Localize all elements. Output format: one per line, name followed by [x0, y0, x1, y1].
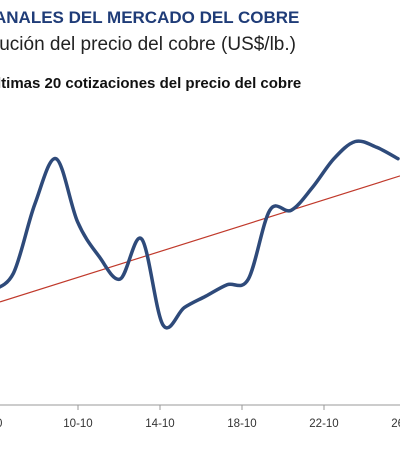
data-point-20-10: [204, 294, 208, 298]
price-series-line: [0, 139, 400, 330]
data-point-13-10: [97, 254, 101, 258]
data-point-7-10: [11, 271, 15, 275]
data-point-17-10: [182, 306, 186, 310]
header-subtitle: lución del precio del cobre (US$/lb.): [0, 34, 296, 55]
data-point-10-10: [75, 220, 79, 224]
data-point-15-10: [140, 237, 144, 241]
data-point-16-10: [161, 323, 165, 327]
chart-title: ltimas 20 cotizaciones del precio del co…: [0, 75, 302, 92]
data-point-8-10: [33, 203, 37, 207]
data-point-21-10: [225, 283, 229, 287]
data-point-29-10: [353, 140, 357, 144]
data-point-27-10: [311, 185, 315, 189]
x-tick-label: 22-10: [309, 418, 338, 430]
x-tick-label: 14-10: [145, 418, 174, 430]
x-tick-label: 10: [0, 418, 2, 430]
data-point-9-10: [54, 157, 58, 161]
x-axis-ticks: 10 10-10 14-10 18-10 22-10 26-10: [0, 405, 400, 430]
data-point-22-10: [246, 277, 250, 281]
data-point-31-10: [396, 157, 400, 161]
header-title: ANALES DEL MERCADO DEL COBRE: [0, 8, 300, 27]
trend-line: [0, 175, 400, 303]
x-tick-label: 10-10: [63, 418, 92, 430]
data-point-14-10: [118, 277, 122, 281]
data-point-23-10: [268, 208, 272, 212]
data-point-28-10: [332, 157, 336, 161]
x-tick-label: 18-10: [227, 418, 256, 430]
data-point-30-10: [375, 145, 379, 149]
data-point-24-10: [289, 208, 293, 212]
x-tick-label: 26-10: [391, 418, 400, 430]
